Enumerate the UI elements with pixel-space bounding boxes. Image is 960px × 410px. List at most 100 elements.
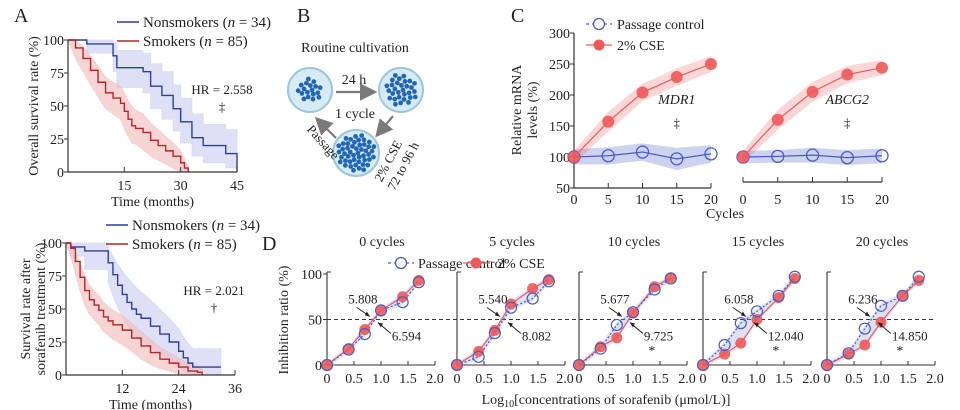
inhibition-subplot-0-cycles: 0 cycles 0.5 1.0 1.5 2.0 5.808 6.594 — [320, 235, 444, 387]
data-point-cse — [527, 283, 539, 295]
cell — [298, 82, 304, 88]
significance-mark: * — [772, 344, 779, 359]
ic50-control-label: 6.236 — [848, 292, 878, 307]
data-point-cse — [343, 343, 355, 355]
cell — [356, 154, 362, 160]
significance-mark: † — [211, 300, 218, 315]
survival-line-smokers — [68, 39, 189, 172]
data-point-control — [805, 148, 820, 162]
ic50-arrowhead-control — [616, 311, 622, 317]
x-axis-label: Log10[concentrations of sorafenib (μmol/… — [482, 393, 731, 410]
cell — [392, 86, 398, 92]
y-tick-label: 50 — [308, 314, 322, 329]
x-tick-label: 10 — [806, 193, 820, 208]
data-point-control — [896, 289, 909, 302]
inhibition-ratio-charts: 0 50 100 Inhibition ratio (%) 0 cycles 0.5 1.0… — [277, 235, 944, 410]
data-point-cse — [876, 61, 888, 74]
cell — [409, 85, 414, 90]
data-point-control — [788, 270, 801, 283]
label-24h: 24 h — [342, 73, 367, 88]
y-tick-label: 0 — [315, 359, 322, 374]
cell — [342, 151, 347, 157]
x-tick-label: 1.5 — [775, 372, 793, 387]
survival-chart-sorafenib: 0 25 50 75 100 12 24 36 Time (months) Survival ra… — [19, 218, 260, 410]
dish-medium — [378, 67, 424, 113]
subplot-title: 0 cycles — [359, 235, 404, 250]
cell — [390, 91, 396, 96]
cell — [306, 76, 311, 82]
x-tick-label: 15 — [117, 179, 131, 194]
data-point-control — [342, 343, 355, 356]
cell — [353, 134, 358, 139]
data-point-cse — [806, 85, 819, 98]
data-point-control — [320, 358, 334, 372]
hazard-ratio-label: HR = 2.558 — [191, 82, 252, 97]
cell — [400, 87, 406, 93]
ic50-control-label: 5.808 — [348, 292, 377, 307]
cell — [315, 90, 321, 96]
x-axis-label: Time (months) — [109, 398, 192, 410]
cell — [386, 88, 392, 94]
x-tick-label: 15 — [670, 193, 684, 208]
cell — [389, 82, 395, 88]
cell — [343, 136, 349, 141]
series-line-control — [456, 280, 550, 366]
legend-label: Nonsmokers (n = 34) — [143, 15, 271, 31]
data-point-control — [670, 152, 684, 166]
y-axis-label: sorafenib treatment (%) — [34, 242, 49, 375]
cell — [301, 96, 307, 102]
series-line — [742, 67, 883, 158]
legend-marker-control — [394, 256, 408, 270]
cell — [316, 94, 322, 100]
y-axis-label: Relative mRNA — [510, 64, 525, 155]
data-point-control — [374, 304, 388, 317]
data-point-cse — [636, 86, 649, 99]
cell — [359, 147, 364, 152]
cell — [347, 159, 353, 165]
ic50-arrowhead-cse — [753, 322, 759, 328]
data-point-cse — [375, 304, 387, 316]
data-point-control — [504, 301, 518, 314]
x-tick-label: 2.0 — [556, 372, 574, 387]
cell — [355, 150, 361, 156]
x-tick-label: 1.0 — [502, 372, 520, 387]
survival-chart-overall: 0 25 50 75 100 15 30 45 Time (months) Overall sur… — [27, 15, 271, 210]
panel-label-b: B — [297, 5, 310, 27]
cell — [371, 154, 376, 160]
cell — [339, 154, 344, 160]
data-point-cse — [697, 359, 709, 371]
legend-marker-cse — [470, 257, 482, 269]
cell — [394, 80, 400, 86]
cell — [365, 162, 371, 168]
x-tick-label: 0.5 — [345, 372, 363, 387]
diagram-title: Routine cultivation — [301, 41, 409, 56]
y-tick-label: 0 — [55, 369, 62, 384]
x-axis-label: Cycles — [706, 207, 744, 222]
cell — [363, 148, 369, 154]
x-tick-label: 45 — [230, 179, 244, 194]
cell — [366, 144, 372, 150]
ic50-cse-label: 14.850 — [892, 329, 928, 344]
x-tick-label: 30 — [174, 179, 188, 194]
significance-mark: ‡ — [844, 115, 851, 130]
legend-label: Nonsmokers (n = 34) — [132, 218, 260, 234]
data-point-cse — [568, 151, 580, 163]
x-tick-label: 1.0 — [872, 372, 890, 387]
x-tick-label: 15 — [840, 193, 854, 208]
significance-mark: ‡ — [674, 115, 681, 130]
significance-mark: * — [648, 344, 655, 359]
data-point-cse — [735, 337, 747, 349]
ic50-arrowhead-control — [494, 311, 500, 317]
data-point-control — [704, 147, 718, 161]
data-point-cse — [359, 324, 371, 336]
data-point-cse — [841, 68, 854, 81]
cell — [336, 149, 342, 155]
ic50-arrowhead-cse — [377, 322, 383, 328]
ic50-arrowhead-cse — [629, 322, 635, 328]
cell — [401, 73, 407, 79]
data-point-control — [542, 275, 555, 288]
data-point-control — [840, 150, 854, 165]
cell — [389, 77, 395, 83]
inhibition-subplot-20-cycles: 20 cycles 0 0.5 1.0 1.5 2.0 6.236 14.850* — [820, 235, 944, 387]
y-tick-label: 100 — [43, 34, 64, 49]
